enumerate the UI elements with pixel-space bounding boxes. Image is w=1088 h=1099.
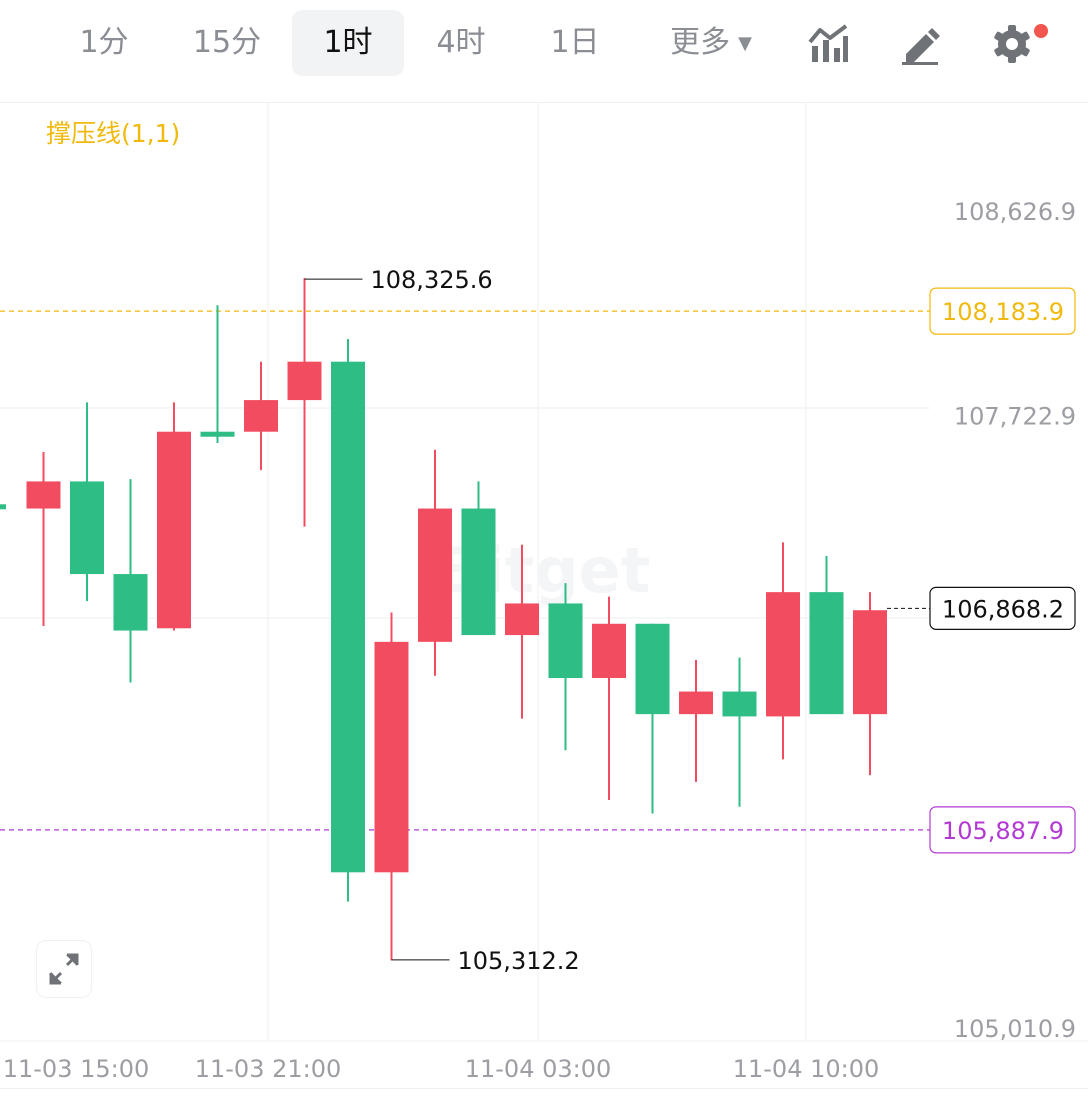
settings-gear-icon[interactable] [990, 22, 1034, 66]
candle-body [26, 481, 61, 509]
candle-body [287, 361, 322, 401]
candle-body [548, 603, 583, 678]
candle-body [592, 623, 626, 678]
support-badge [929, 806, 1076, 854]
x-axis-tick-label: 11-04 03:00 [465, 1055, 612, 1083]
indicators-icon[interactable] [806, 22, 850, 66]
notification-dot [1034, 24, 1048, 38]
tab-4h[interactable]: 4时 [436, 25, 486, 60]
candle-body [722, 691, 757, 717]
x-axis-tick-label: 11-03 21:00 [195, 1055, 342, 1083]
x-axis-tick-label: 11-04 10:00 [733, 1055, 880, 1083]
y-axis-tick-label: 105,010.9 [954, 1015, 1076, 1043]
candle-body [418, 508, 452, 642]
resistance-badge-label: 108,183.9 [942, 298, 1064, 326]
resistance-badge [929, 287, 1076, 335]
timeframe-toolbar: 1分 15分 1时 4时 1日 更多 ▼ [0, 0, 1088, 92]
candle-body [461, 508, 496, 636]
indicator-label[interactable]: 撑压线(1,1) [46, 119, 181, 148]
candle-body [331, 361, 365, 873]
tab-1m[interactable]: 1分 [79, 25, 129, 60]
candle-body [244, 400, 278, 432]
expand-icon [49, 953, 79, 985]
candle-body [113, 574, 148, 631]
tab-1h[interactable]: 1时 [292, 10, 404, 76]
candle-body [635, 623, 670, 715]
y-axis-tick-label: 108,626.9 [954, 198, 1076, 226]
last-price-badge [929, 586, 1076, 630]
candle-body [0, 504, 6, 510]
fullscreen-button[interactable] [36, 940, 92, 998]
more-label: 更多 [670, 25, 731, 60]
bottom-divider [0, 1088, 1088, 1089]
tab-15m[interactable]: 15分 [192, 25, 262, 60]
candle-body [70, 481, 104, 575]
x-axis-tick-label: 11-03 15:00 [3, 1055, 150, 1083]
caret-down-icon: ▼ [738, 32, 752, 54]
support-badge-label: 105,887.9 [942, 817, 1064, 845]
toolbar-divider [0, 102, 1088, 103]
candle-body [200, 431, 235, 437]
candle-body [766, 592, 800, 717]
y-axis-tick-label: 107,722.9 [954, 402, 1076, 430]
candle-body [809, 592, 844, 715]
candle-body [679, 691, 713, 715]
candle-body [157, 431, 191, 629]
candle-body [374, 641, 409, 873]
low-marker-label: 105,312.2 [458, 947, 580, 975]
high-marker-label: 108,325.6 [371, 266, 493, 294]
tab-1d[interactable]: 1日 [550, 25, 600, 60]
candle-body [505, 603, 539, 636]
more-dropdown[interactable]: 更多 ▼ [652, 10, 770, 76]
candle-body [853, 610, 887, 715]
last-price-label: 106,868.2 [942, 595, 1064, 623]
draw-pencil-icon[interactable] [898, 22, 942, 66]
